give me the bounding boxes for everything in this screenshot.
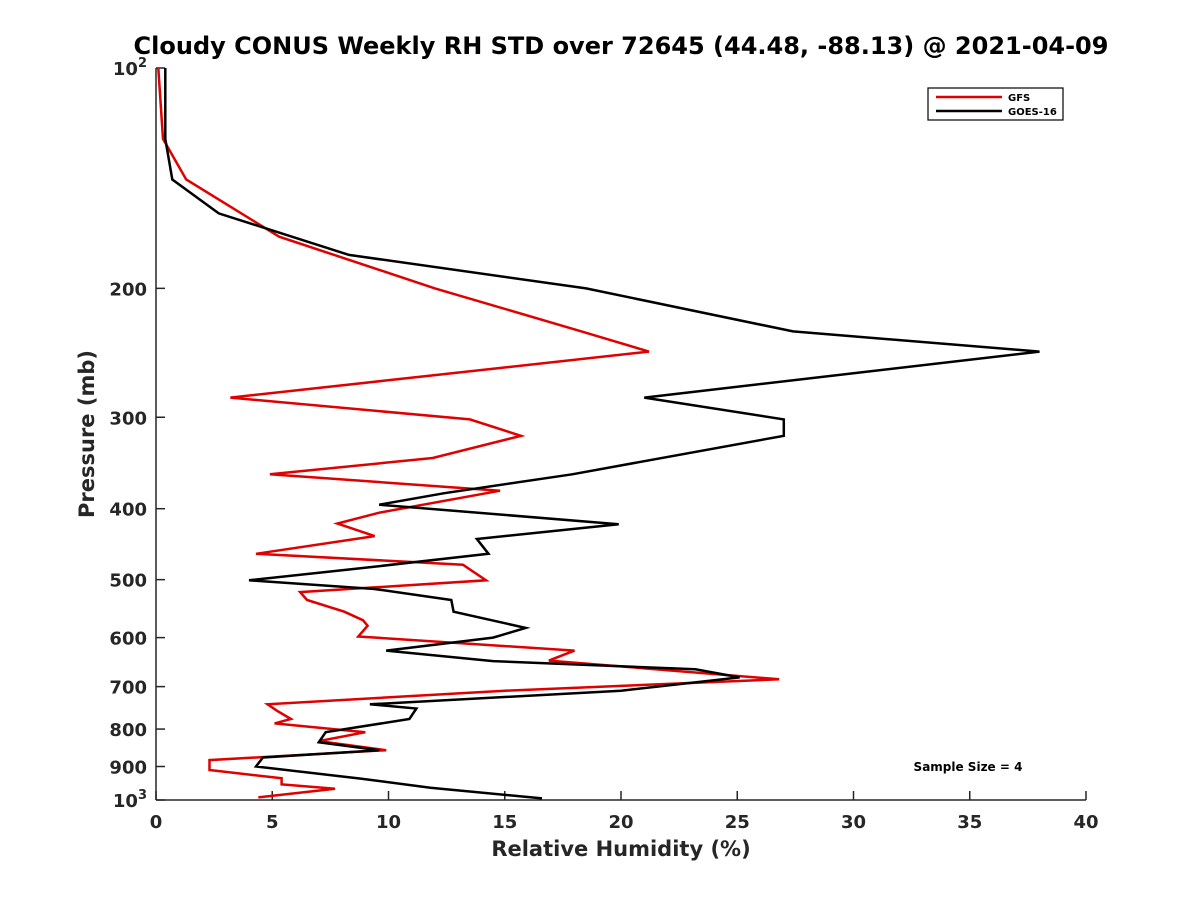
y-tick-label: 300 bbox=[109, 408, 147, 429]
x-tick-label: 20 bbox=[608, 812, 633, 833]
y-tick-label: 700 bbox=[109, 678, 147, 699]
legend-label: GFS bbox=[1008, 93, 1030, 104]
legend: GFS GOES-16 bbox=[927, 87, 1064, 121]
legend-items: GFS GOES-16 bbox=[936, 93, 1057, 118]
x-tick-label: 25 bbox=[725, 812, 750, 833]
x-tick-label: 5 bbox=[266, 812, 279, 833]
sample-size-annotation: Sample Size = 4 bbox=[914, 760, 1023, 774]
legend-box bbox=[927, 87, 1064, 121]
chart-title: Cloudy CONUS Weekly RH STD over 72645 (4… bbox=[134, 32, 1109, 60]
x-axis-ticks: 0 5 10 15 20 25 30 35 40 bbox=[150, 791, 1099, 833]
legend-label: GOES-16 bbox=[1008, 107, 1057, 118]
x-tick-label: 0 bbox=[150, 812, 163, 833]
y-tick-label: 102 bbox=[113, 56, 147, 80]
series-lines bbox=[157, 67, 1040, 800]
x-tick-label: 30 bbox=[841, 812, 866, 833]
y-tick-label: 400 bbox=[109, 500, 147, 521]
x-tick-label: 35 bbox=[957, 812, 982, 833]
y-axis-label: Pressure (mb) bbox=[75, 350, 99, 518]
y-tick-label: 800 bbox=[109, 720, 147, 741]
y-tick-label: 600 bbox=[109, 629, 147, 650]
y-tick-label: 200 bbox=[109, 279, 147, 300]
y-tick-label: 500 bbox=[109, 571, 147, 592]
y-tick-label: 103 bbox=[113, 788, 147, 812]
x-tick-label: 15 bbox=[492, 812, 517, 833]
y-tick-label: 900 bbox=[109, 758, 147, 779]
x-tick-label: 40 bbox=[1073, 812, 1098, 833]
x-tick-label: 10 bbox=[376, 812, 401, 833]
series-line-goes-16 bbox=[164, 68, 1040, 800]
x-axis-label: Relative Humidity (%) bbox=[491, 837, 750, 861]
y-axis-ticks: 102 200 300 400 500 600 700 800 900 103 bbox=[109, 56, 165, 812]
